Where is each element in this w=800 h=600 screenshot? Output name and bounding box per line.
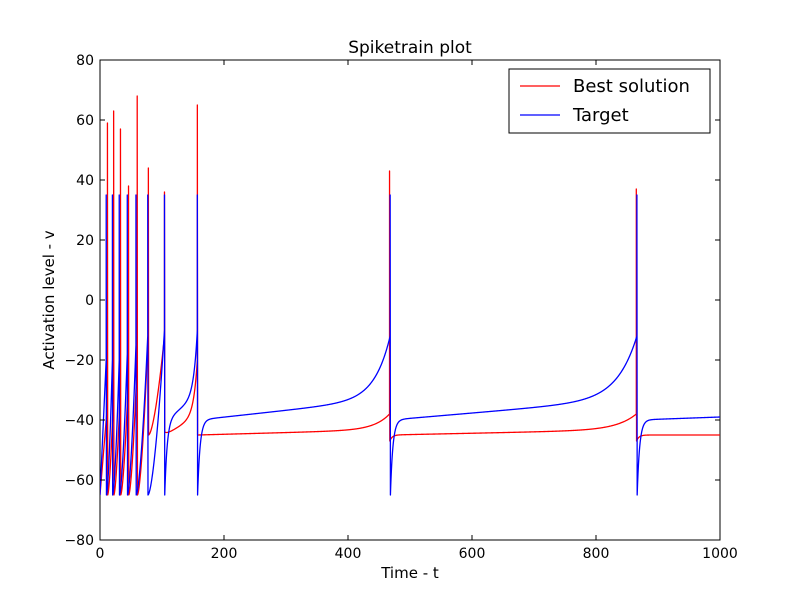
y-tick-label: −20 bbox=[64, 353, 94, 369]
x-axis-label: Time - t bbox=[380, 564, 439, 582]
y-tick-label: −80 bbox=[64, 533, 94, 549]
plot-area: 0 200 400 600 800 1000 −80 −60 −40 −20 0 20 40 60 80 bbox=[64, 53, 737, 562]
y-axis-label: Activation level - v bbox=[40, 230, 58, 369]
series-line-target bbox=[100, 194, 720, 496]
x-tick-label: 0 bbox=[96, 546, 105, 562]
y-tick-label: 80 bbox=[76, 53, 94, 69]
series-lines bbox=[100, 95, 720, 496]
x-tick-label: 800 bbox=[583, 546, 610, 562]
x-tick-label: 400 bbox=[335, 546, 362, 562]
legend-label-best-solution: Best solution bbox=[573, 76, 690, 97]
axis-ticks: 0 200 400 600 800 1000 −80 −60 −40 −20 0 20 40 60 80 bbox=[64, 53, 737, 562]
x-tick-label: 200 bbox=[211, 546, 238, 562]
y-tick-label: 0 bbox=[85, 293, 94, 309]
y-tick-label: −40 bbox=[64, 413, 94, 429]
x-tick-label: 1000 bbox=[702, 546, 738, 562]
y-tick-label: −60 bbox=[64, 473, 94, 489]
y-tick-label: 20 bbox=[76, 233, 94, 249]
chart-title: Spiketrain plot bbox=[348, 38, 472, 58]
x-tick-label: 600 bbox=[459, 546, 486, 562]
legend: Best solution Target bbox=[508, 68, 711, 134]
plot-frame bbox=[99, 59, 721, 541]
y-tick-label: 40 bbox=[76, 173, 94, 189]
legend-label-target: Target bbox=[572, 105, 629, 126]
legend-frame bbox=[508, 68, 711, 134]
y-tick-label: 60 bbox=[76, 113, 94, 129]
